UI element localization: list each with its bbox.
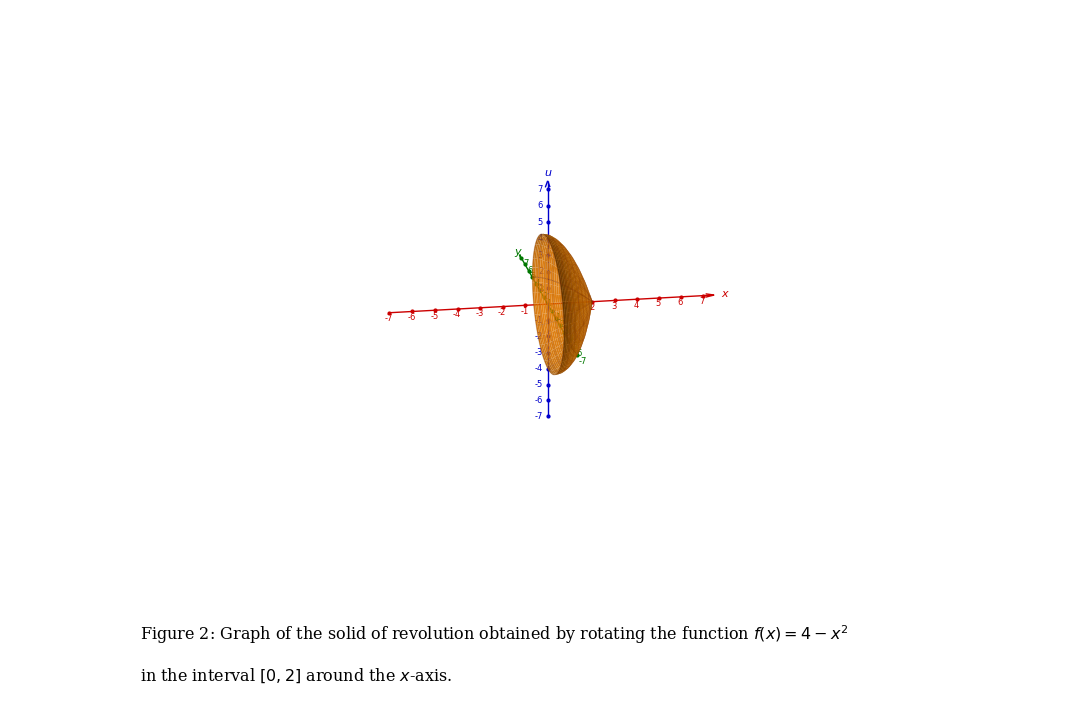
Text: Figure 2: Graph of the solid of revolution obtained by rotating the function $f(: Figure 2: Graph of the solid of revoluti… [140, 624, 849, 646]
Text: in the interval $[0, 2]$ around the $x$-axis.: in the interval $[0, 2]$ around the $x$-… [140, 667, 453, 685]
